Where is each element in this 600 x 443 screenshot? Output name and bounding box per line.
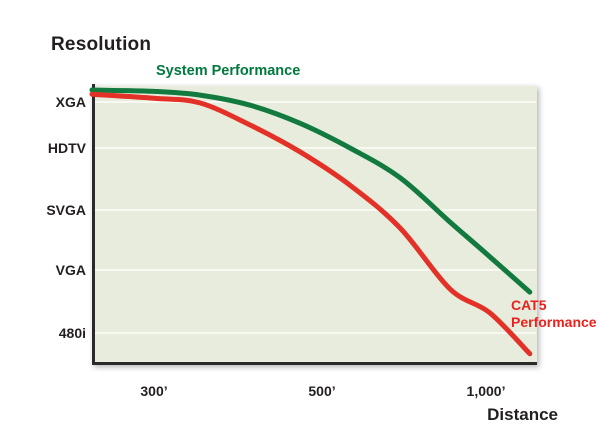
x-tick-label-300: 300’ xyxy=(140,383,168,399)
y-tick-label-480i: 480i xyxy=(58,325,86,341)
y-tick-label-svga: SVGA xyxy=(46,202,86,218)
y-tick-label-vga: VGA xyxy=(55,262,86,278)
chart-title: Resolution xyxy=(51,34,152,55)
x-tick-label-500: 500’ xyxy=(308,383,336,399)
plot-block xyxy=(92,84,537,365)
series-label-cat5-line1: CAT5 xyxy=(511,297,547,313)
curves xyxy=(89,87,533,357)
gridlines xyxy=(95,101,536,334)
series-label-cat5-performance: CAT5 Performance xyxy=(511,297,597,331)
curve-cat5-performance xyxy=(89,91,533,357)
y-tick-label-xga: XGA xyxy=(55,94,86,110)
x-tick-label-1000: 1,000’ xyxy=(466,383,506,399)
curve-system-performance xyxy=(89,87,533,295)
axis-lines xyxy=(92,84,537,365)
x-axis-title: Distance xyxy=(487,405,558,424)
series-label-system-performance: System Performance xyxy=(156,63,301,79)
series-label-cat5-line2: Performance xyxy=(511,314,597,330)
y-tick-label-hdtv: HDTV xyxy=(47,140,86,156)
